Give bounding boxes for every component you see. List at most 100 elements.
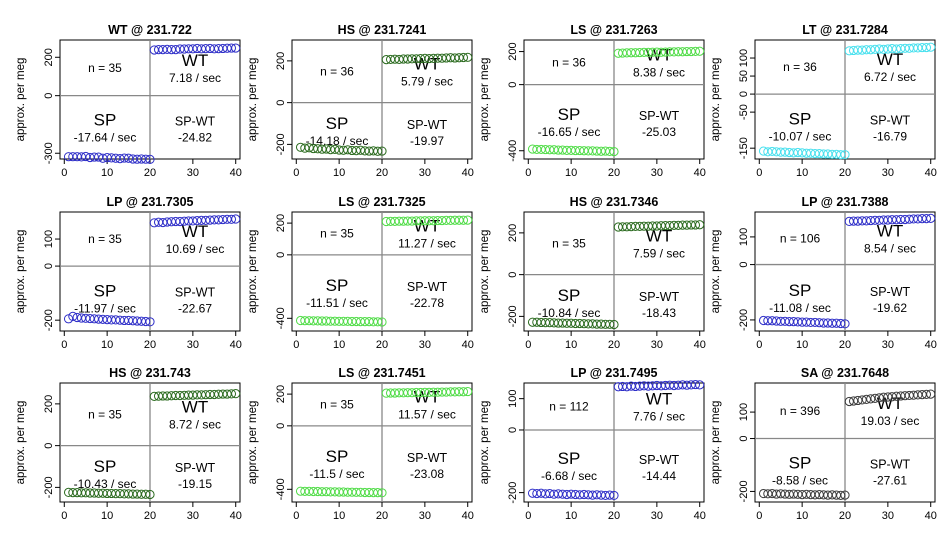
wt-label: WT [877, 50, 903, 69]
sp-data-point [145, 489, 155, 500]
x-tick-label: 40 [694, 510, 706, 522]
sp-data-point [836, 318, 846, 329]
sp-label: SP [94, 457, 117, 476]
wt-label: WT [877, 221, 903, 240]
sp-data-point [141, 154, 151, 164]
y-tick-label: 200 [275, 214, 287, 232]
x-tick-label: 40 [230, 510, 242, 522]
n-count-label: n = 35 [320, 226, 354, 240]
y-tick-label: 0 [275, 100, 287, 106]
sp-data-point [89, 152, 99, 162]
x-tick-label: 10 [796, 510, 808, 522]
x-tick-label: 20 [839, 167, 851, 179]
x-tick-label: 20 [608, 167, 620, 179]
n-count-label: n = 112 [549, 399, 589, 413]
y-tick-label: 200 [43, 48, 55, 66]
sp-rate: -8.58 / sec [772, 473, 828, 487]
diff-value: -19.97 [410, 134, 444, 148]
plot-title: HS @ 231.7346 [570, 195, 659, 209]
sp-label: SP [789, 281, 812, 300]
y-tick-label: 0 [507, 427, 519, 433]
wt-rate: 8.72 / sec [169, 417, 221, 431]
wt-label: WT [182, 397, 208, 416]
diff-label: SP-WT [407, 451, 448, 465]
sp-label: SP [558, 449, 581, 468]
diff-label: SP-WT [175, 461, 216, 475]
y-tick-label: -200 [738, 480, 750, 502]
x-tick-label: 0 [293, 510, 299, 522]
diff-label: SP-WT [870, 457, 911, 471]
sp-data-point [141, 316, 151, 327]
y-tick-label: 0 [738, 91, 750, 97]
wt-rate: 7.76 / sec [633, 409, 685, 423]
wt-data-point [690, 220, 701, 230]
sp-label: SP [94, 282, 117, 301]
wt-data-point [921, 214, 932, 224]
sp-data-point [377, 146, 387, 156]
sp-data-point [377, 317, 387, 327]
y-tick-label: 0 [275, 252, 287, 258]
x-tick-label: 10 [101, 167, 113, 179]
sp-rate: -10.43 / sec [74, 477, 137, 491]
x-tick-label: 0 [293, 339, 299, 351]
y-axis-title: approx. per meg [710, 401, 722, 485]
sp-rate: -11.08 / sec [769, 301, 831, 315]
wt-data-point [921, 42, 932, 53]
sp-rate: -11.5 / sec [309, 467, 364, 481]
sp-data-point [145, 154, 155, 164]
y-axis-title: approx. per meg [710, 58, 722, 142]
n-count-label: n = 35 [88, 61, 122, 75]
diff-label: SP-WT [870, 285, 911, 299]
x-tick-label: 0 [61, 167, 67, 179]
plot-title: LP @ 231.7388 [801, 195, 888, 209]
x-tick-label: 30 [419, 167, 431, 179]
y-axis-title: approx. per meg [15, 230, 27, 314]
n-count-label: n = 35 [88, 232, 122, 246]
plot-title: LP @ 231.7495 [570, 366, 657, 380]
sp-rate: -17.64 / sec [74, 130, 137, 144]
sp-label: SP [558, 105, 581, 124]
y-tick-label: 0 [507, 82, 519, 88]
diff-label: SP-WT [175, 114, 216, 128]
plot-title: LS @ 231.7451 [338, 366, 425, 380]
x-tick-label: 40 [694, 339, 706, 351]
x-tick-label: 40 [462, 339, 474, 351]
n-count-label: n = 106 [780, 231, 821, 245]
wt-data-point [926, 389, 936, 399]
sp-data-point [609, 319, 619, 330]
sp-rate: -14.18 / sec [306, 134, 369, 148]
x-tick-label: 40 [462, 510, 474, 522]
wt-data-point [695, 46, 705, 56]
sp-data-point [609, 490, 619, 501]
y-tick-label: 200 [507, 224, 519, 242]
y-tick-label: 200 [275, 385, 287, 403]
sp-label: SP [558, 286, 581, 305]
n-count-label: n = 35 [552, 236, 586, 250]
sp-data-point [68, 311, 78, 321]
x-tick-label: 30 [187, 510, 199, 522]
x-tick-label: 10 [101, 339, 113, 351]
x-tick-label: 20 [376, 167, 388, 179]
sp-data-point [373, 146, 383, 156]
y-tick-label: 0 [43, 93, 55, 99]
wt-label: WT [877, 394, 903, 413]
wt-data-point [463, 386, 473, 397]
y-axis-title: approx. per meg [479, 230, 491, 314]
x-tick-label: 0 [61, 510, 67, 522]
n-count-label: n = 35 [320, 397, 354, 411]
wt-label: WT [414, 216, 440, 235]
wt-rate: 7.59 / sec [633, 246, 685, 260]
sp-data-point [840, 490, 850, 500]
wt-rate: 11.27 / sec [398, 236, 456, 250]
plot-title: LP @ 231.7305 [106, 195, 193, 209]
wt-rate: 10.69 / sec [166, 242, 225, 256]
x-tick-label: 20 [376, 339, 388, 351]
wt-data-point [921, 389, 932, 399]
y-tick-label: 100 [738, 403, 750, 421]
x-tick-label: 10 [565, 339, 577, 351]
x-tick-label: 30 [882, 510, 894, 522]
n-count-label: n = 35 [88, 407, 122, 421]
y-tick-label: -200 [275, 133, 287, 155]
diff-value: -18.43 [642, 306, 676, 320]
